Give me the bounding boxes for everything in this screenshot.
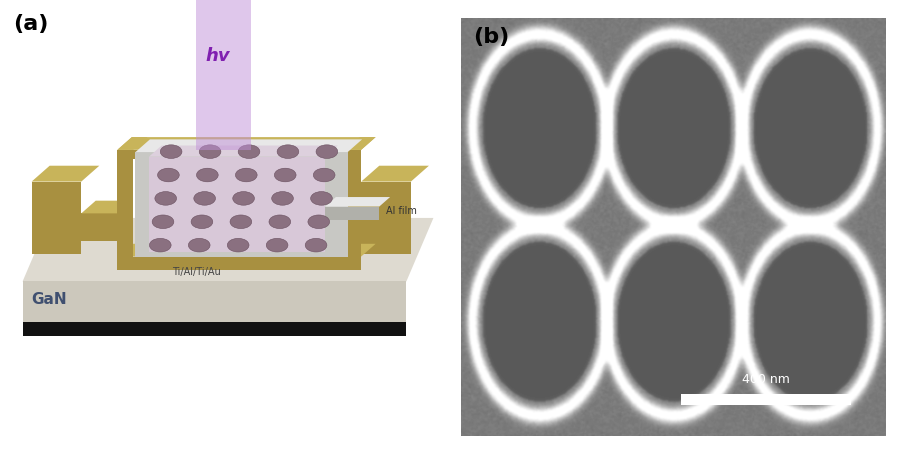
Polygon shape	[117, 137, 148, 150]
Polygon shape	[149, 157, 325, 252]
Polygon shape	[117, 137, 375, 150]
Polygon shape	[325, 207, 379, 220]
Polygon shape	[361, 166, 428, 182]
Polygon shape	[23, 281, 406, 322]
Ellipse shape	[269, 215, 290, 229]
Polygon shape	[117, 150, 361, 159]
Polygon shape	[117, 257, 361, 270]
Ellipse shape	[152, 215, 173, 229]
Polygon shape	[117, 150, 133, 270]
Ellipse shape	[227, 238, 249, 252]
Text: (b): (b)	[473, 26, 509, 46]
Polygon shape	[197, 0, 251, 150]
Bar	[680, 394, 850, 405]
Ellipse shape	[157, 168, 179, 182]
Polygon shape	[23, 218, 433, 281]
Ellipse shape	[230, 215, 252, 229]
Ellipse shape	[199, 145, 221, 158]
Ellipse shape	[238, 145, 260, 158]
Ellipse shape	[316, 145, 337, 158]
Polygon shape	[345, 137, 375, 150]
Ellipse shape	[191, 215, 213, 229]
Polygon shape	[135, 152, 347, 257]
Ellipse shape	[274, 168, 296, 182]
Polygon shape	[81, 213, 117, 241]
Text: hv: hv	[206, 47, 230, 65]
Text: Ti/Al/Ti/Au: Ti/Al/Ti/Au	[171, 266, 220, 276]
Ellipse shape	[155, 192, 177, 205]
Ellipse shape	[149, 238, 171, 252]
Polygon shape	[345, 150, 361, 270]
Ellipse shape	[313, 168, 335, 182]
Ellipse shape	[272, 192, 293, 205]
Ellipse shape	[305, 238, 327, 252]
Polygon shape	[117, 244, 375, 257]
Polygon shape	[135, 139, 362, 152]
Text: Al film: Al film	[386, 206, 417, 216]
Ellipse shape	[277, 145, 299, 158]
Ellipse shape	[197, 168, 218, 182]
Polygon shape	[32, 182, 81, 254]
Polygon shape	[23, 322, 406, 336]
Polygon shape	[361, 182, 410, 254]
Ellipse shape	[266, 238, 288, 252]
Text: 400 nm: 400 nm	[741, 373, 789, 386]
Polygon shape	[325, 197, 390, 207]
Ellipse shape	[189, 238, 210, 252]
Ellipse shape	[233, 192, 254, 205]
Ellipse shape	[161, 145, 182, 158]
Polygon shape	[32, 166, 99, 182]
Ellipse shape	[235, 168, 257, 182]
Ellipse shape	[308, 215, 329, 229]
Ellipse shape	[194, 192, 216, 205]
Text: (a): (a)	[14, 14, 49, 34]
Text: GaN: GaN	[32, 292, 67, 307]
Polygon shape	[81, 201, 132, 213]
Polygon shape	[149, 145, 337, 157]
Ellipse shape	[310, 192, 332, 205]
